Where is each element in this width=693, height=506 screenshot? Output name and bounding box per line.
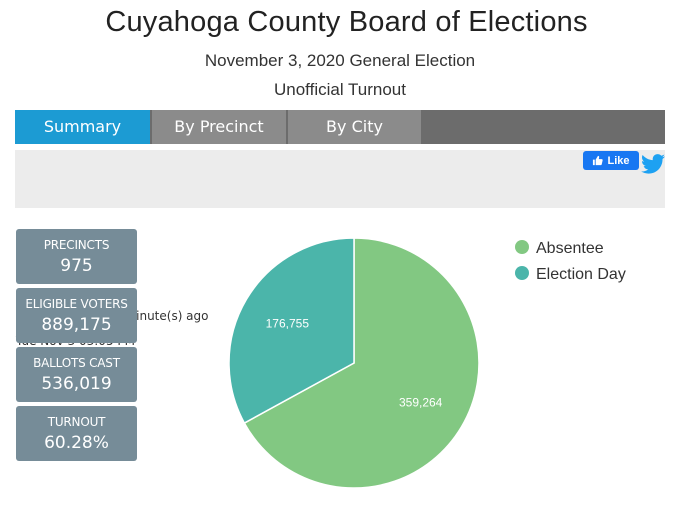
twitter-bird-icon[interactable]: [641, 154, 665, 174]
stat-label: TURNOUT: [47, 415, 106, 429]
data-label: 176,755: [266, 316, 310, 330]
pie-slice-election-day[interactable]: [228, 237, 355, 425]
stat-ballots-cast: BALLOTS CAST 536,019: [16, 347, 137, 402]
like-label: Like: [607, 154, 630, 167]
stat-value: 60.28%: [44, 433, 109, 453]
legend-swatch[interactable]: [515, 266, 529, 280]
legend-swatch[interactable]: [515, 240, 529, 254]
tab-summary[interactable]: Summary: [15, 110, 150, 144]
tab-by-precinct[interactable]: By Precinct: [152, 110, 286, 144]
tab-by-city[interactable]: By City: [288, 110, 421, 144]
stat-turnout: TURNOUT 60.28%: [16, 406, 137, 461]
tab-bar: Summary By Precinct By City: [15, 110, 665, 144]
data-label: 359,264: [399, 396, 443, 410]
stat-precincts: PRECINCTS 975: [16, 229, 137, 284]
pie-slice-absentee[interactable]: [243, 237, 480, 489]
stat-label: BALLOTS CAST: [33, 356, 120, 370]
stat-eligible-voters: ELIGIBLE VOTERS 889,175: [16, 288, 137, 343]
facebook-like-button[interactable]: Like: [583, 151, 639, 170]
turnout-subtitle: Unofficial Turnout: [274, 80, 406, 99]
stat-label: PRECINCTS: [43, 238, 110, 252]
stat-value: 889,175: [41, 315, 112, 335]
stat-label: ELIGIBLE VOTERS: [25, 297, 128, 311]
thumbs-up-icon: [593, 155, 604, 166]
election-subtitle: November 3, 2020 General Election: [204, 51, 476, 70]
page-title: Cuyahoga County Board of Elections: [105, 6, 588, 38]
stat-value: 536,019: [41, 374, 112, 394]
legend-entry[interactable]: Election Day: [536, 266, 626, 283]
stat-value: 975: [60, 256, 93, 276]
legend-entry[interactable]: Absentee: [536, 240, 604, 257]
